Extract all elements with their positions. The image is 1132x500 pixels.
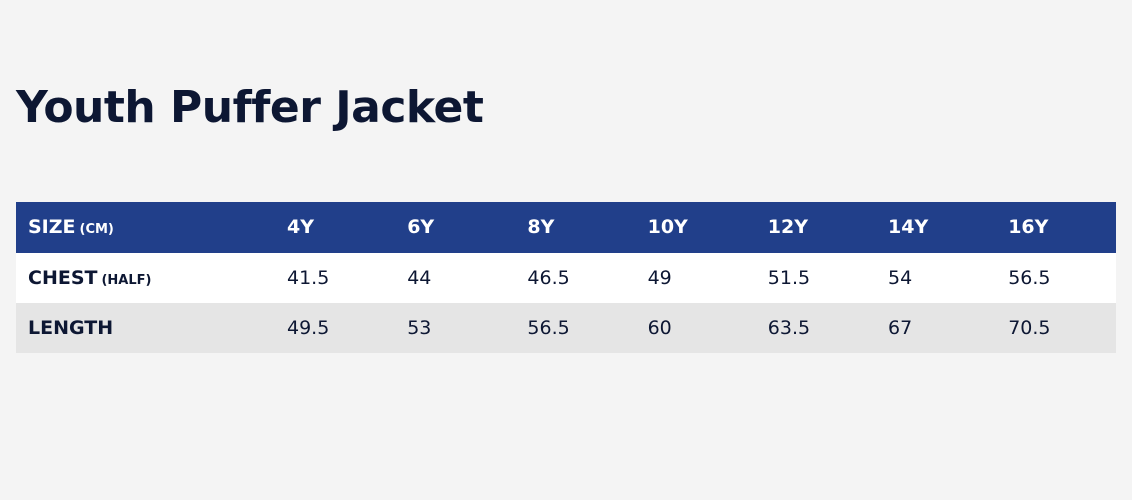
size-table: SIZE (CM) 4Y 6Y 8Y 10Y 12Y 14Y 16Y CHEST (HALF) 41.…	[16, 202, 1116, 353]
table-cell: 8Y	[527, 216, 555, 238]
table-cell: 14Y	[888, 216, 929, 238]
table-cell: 12Y	[767, 216, 808, 238]
table-cell: 60	[647, 317, 672, 339]
table-cell: 63.5	[767, 317, 811, 339]
table-cell: 4Y	[287, 216, 314, 238]
label-unit: (HALF)	[101, 273, 152, 288]
label-unit: (CM)	[79, 222, 114, 237]
page-title: Youth Puffer Jacket	[16, 82, 484, 133]
table-cell: 49	[647, 267, 672, 289]
table-cell: 6Y	[407, 216, 435, 238]
data-row: LENGTH 49.5 53 56.5 60 63.5 67 70.5	[16, 303, 1116, 353]
table-cell: 51.5	[767, 267, 811, 289]
table-cell: 16Y	[1008, 216, 1049, 238]
table-cell: 54	[888, 267, 913, 289]
table-cell: 67	[888, 317, 913, 339]
row-label: CHEST (HALF)	[28, 253, 151, 306]
table-cell: 53	[407, 317, 432, 339]
header-row: SIZE (CM) 4Y 6Y 8Y 10Y 12Y 14Y 16Y	[16, 202, 1116, 253]
table-cell: 56.5	[1008, 267, 1051, 289]
data-row: CHEST (HALF) 41.5 44 46.5 49 51.5 54 56.5	[16, 253, 1116, 303]
label-text: CHEST	[28, 267, 98, 289]
table-cell: 44	[407, 267, 432, 289]
table-cell: 70.5	[1008, 317, 1051, 339]
label-text: LENGTH	[28, 317, 114, 339]
table-cell: 49.5	[287, 317, 330, 339]
table-cell: 56.5	[527, 317, 570, 339]
table-cell: 41.5	[287, 267, 330, 289]
row-label: LENGTH	[28, 303, 113, 353]
table-cell: 10Y	[647, 216, 688, 238]
table-cell: 46.5	[527, 267, 570, 289]
label-text: SIZE	[28, 216, 76, 238]
row-label: SIZE (CM)	[28, 202, 114, 255]
